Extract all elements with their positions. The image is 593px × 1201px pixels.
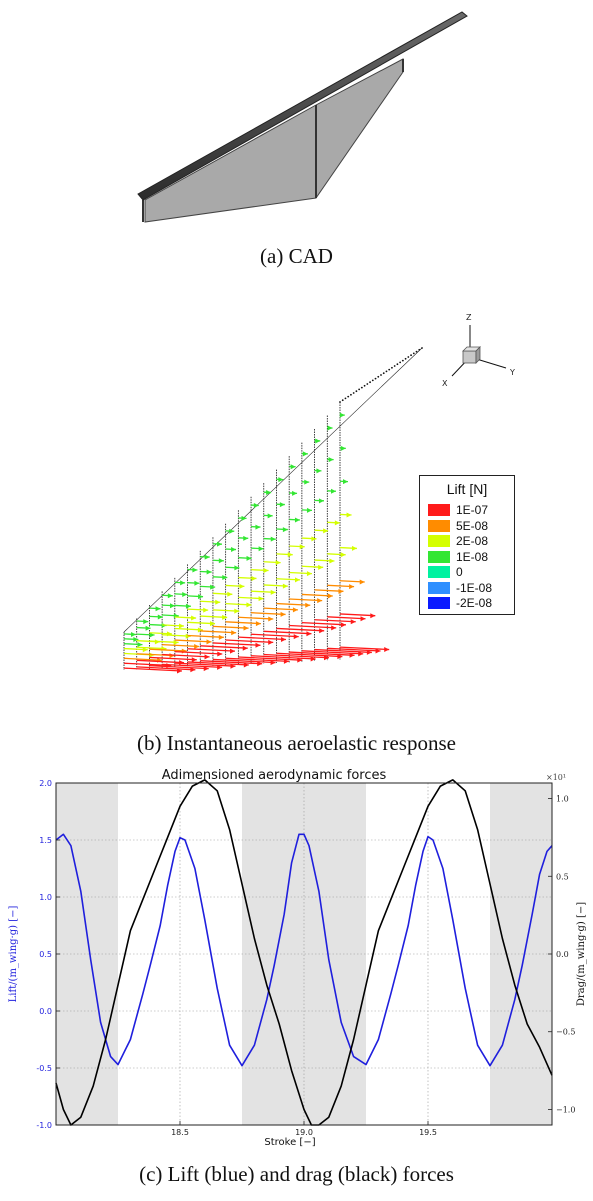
right-axis-multiplier: ×10¹ — [546, 773, 566, 782]
x-tick-label: 19.5 — [419, 1128, 437, 1137]
x-tick-label: 19.0 — [295, 1128, 313, 1137]
triad-x-label: X — [442, 379, 448, 388]
aeroelastic-panel: Z Y X Lift [N] 1E-07 5E-08 2E-08 1E-08 0 -1E-… — [0, 300, 593, 700]
cad-panel — [0, 0, 593, 240]
legend-label: 2E-08 — [456, 534, 489, 548]
legend-entry: 2E-08 — [428, 533, 488, 549]
x-tick-label: 18.5 — [171, 1128, 189, 1137]
shaded-band — [490, 783, 552, 1125]
legend-label: 1E-07 — [456, 503, 489, 517]
wing-spar — [137, 11, 468, 201]
y-axis-label-left: Lift/(m_wing·g) [−] — [8, 906, 19, 1003]
y-tick-label-right: 0.5 — [556, 872, 569, 881]
legend-swatch — [428, 519, 450, 532]
legend-label: 5E-08 — [456, 518, 489, 533]
legend-title: Lift [N] — [446, 481, 488, 497]
forces-chart-svg: 18.5 19.0 19.5 2.0 1.5 1.0 0.5 0.0 -0.5 -1.0 1.0 0.… — [8, 768, 587, 1148]
legend-label: 1E-08 — [456, 549, 489, 564]
triad-z-label: Z — [466, 313, 472, 322]
legend-label: -2E-08 — [456, 596, 493, 610]
legend-swatch — [428, 581, 450, 594]
lift-legend: Lift [N] 1E-07 5E-08 2E-08 1E-08 0 -1E-08 -2E-… — [419, 475, 515, 615]
legend-swatch — [428, 504, 450, 516]
y-tick-label-right: 1.0 — [556, 795, 569, 804]
cad-wing-drawing — [137, 11, 468, 223]
y-tick-label-right: −0.5 — [556, 1028, 575, 1037]
caption-b: (b) Instantaneous aeroelastic response — [137, 731, 456, 755]
triad-y-label: Y — [509, 368, 515, 377]
y-tick-label-left: -1.0 — [36, 1121, 52, 1130]
drag-series-line — [55, 779, 553, 1126]
aeroelastic-drawing: Z Y X — [123, 313, 515, 674]
legend-swatch — [428, 550, 450, 563]
legend-entry: 5E-08 — [428, 518, 488, 534]
legend-swatch — [428, 566, 450, 578]
caption-c: (c) Lift (blue) and drag (black) forces — [139, 1162, 454, 1186]
x-axis-label: Stroke [−] — [264, 1137, 315, 1148]
y-tick-label-right: 0.0 — [556, 950, 569, 959]
legend-entry: 1E-07 — [428, 502, 488, 518]
legend-swatch — [428, 597, 450, 609]
chart-title: Adimensioned aerodynamic forces — [162, 768, 387, 783]
legend-label: 0 — [456, 565, 463, 579]
forces-chart: 18.5 19.0 19.5 2.0 1.5 1.0 0.5 0.0 -0.5 -1.0 1.0 0.… — [0, 757, 593, 1157]
lift-series-line — [55, 833, 553, 1067]
y-tick-label-left: -0.5 — [36, 1064, 52, 1073]
y-tick-label-right: −1.0 — [556, 1105, 575, 1114]
caption-a: (a) CAD — [260, 244, 333, 268]
legend-entry: -2E-08 — [428, 595, 492, 611]
legend-label: -1E-08 — [456, 580, 493, 595]
wing-membrane — [144, 58, 404, 223]
legend-entry: -1E-08 — [428, 580, 492, 596]
lift-force-arrows — [123, 412, 390, 674]
legend-entry: 1E-08 — [428, 549, 488, 565]
structural-mesh — [123, 347, 423, 670]
y-tick-label-left: 2.0 — [39, 779, 52, 788]
legend-entry: 0 — [428, 564, 463, 580]
y-tick-label-left: 0.0 — [39, 1007, 52, 1016]
legend-swatch — [428, 535, 450, 547]
y-tick-label-left: 1.5 — [39, 836, 52, 845]
axes-triad: Z Y X — [442, 313, 515, 388]
y-axis-label-right: Drag/(m_wing·g) [−] — [576, 902, 587, 1006]
y-tick-label-left: 0.5 — [39, 950, 52, 959]
y-tick-label-left: 1.0 — [39, 893, 52, 902]
